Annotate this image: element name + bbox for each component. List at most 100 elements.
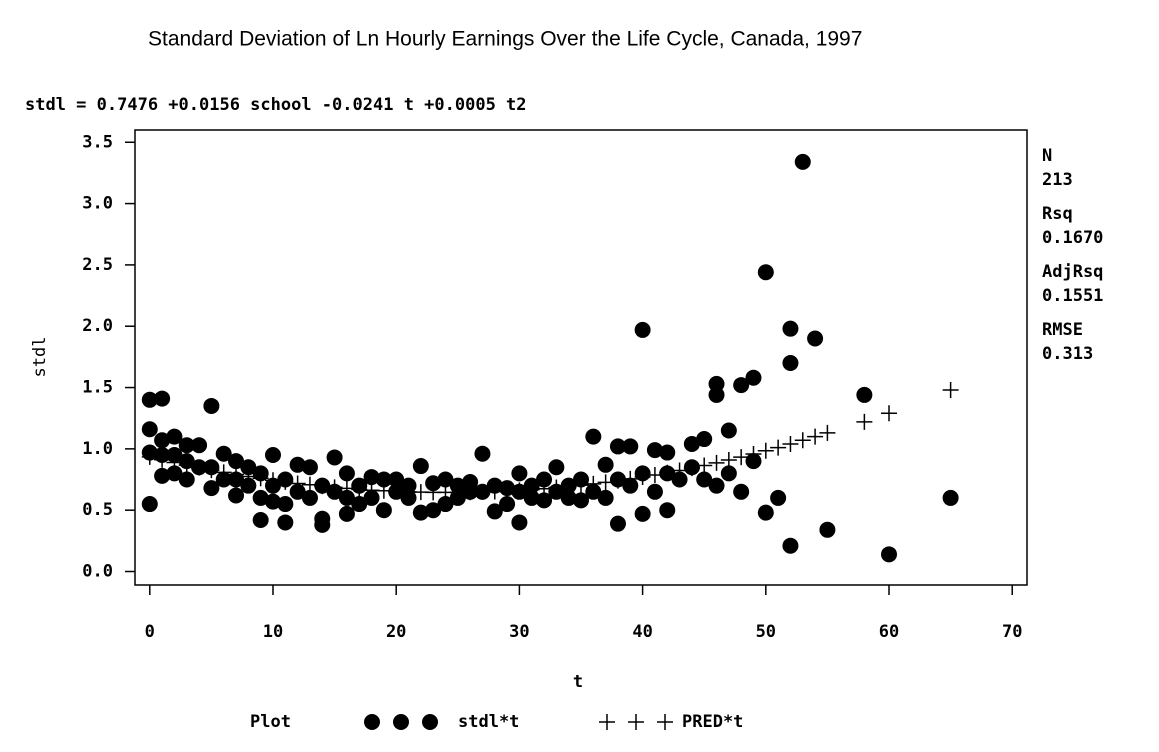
stat-name: AdjRsq xyxy=(1042,262,1103,282)
legend-symbol xyxy=(422,714,438,730)
point xyxy=(203,480,220,497)
point xyxy=(412,504,429,521)
x-tick-label: 70 xyxy=(1002,622,1022,642)
point xyxy=(770,489,787,506)
pred-point xyxy=(708,454,725,471)
point xyxy=(819,521,836,538)
stat-value: 0.1551 xyxy=(1042,286,1103,306)
point xyxy=(511,514,528,531)
point xyxy=(696,431,713,448)
legend-label: stdl*t xyxy=(458,712,519,732)
point xyxy=(141,391,158,408)
point xyxy=(696,471,713,488)
point xyxy=(154,390,171,407)
point xyxy=(782,537,799,554)
point xyxy=(881,546,898,563)
point xyxy=(757,504,774,521)
point xyxy=(708,375,725,392)
point xyxy=(573,492,589,509)
point xyxy=(683,435,700,452)
pred-point xyxy=(301,476,318,493)
pred-point xyxy=(733,449,750,466)
point xyxy=(708,386,725,403)
pred-point xyxy=(659,464,676,481)
point xyxy=(659,444,676,461)
pred-point xyxy=(240,468,257,485)
pred-point xyxy=(671,462,688,479)
point xyxy=(609,438,626,455)
legend-symbol xyxy=(393,714,409,730)
pred-point xyxy=(203,462,220,479)
pred-point xyxy=(856,413,873,430)
pred-point xyxy=(745,446,762,463)
point xyxy=(486,503,503,520)
pred-point xyxy=(252,470,269,487)
x-tick-label: 30 xyxy=(509,622,529,642)
pred-point xyxy=(683,460,700,477)
point xyxy=(338,489,355,506)
pred-point xyxy=(326,479,343,496)
point xyxy=(338,505,355,522)
y-tick-label: 2.5 xyxy=(82,255,113,275)
legend-symbol xyxy=(599,714,615,730)
pred-point xyxy=(289,475,306,492)
point xyxy=(511,465,528,482)
point xyxy=(646,442,663,459)
x-tick-label: 50 xyxy=(756,622,776,642)
x-tick-label: 10 xyxy=(263,622,283,642)
point xyxy=(782,355,799,372)
point xyxy=(437,496,454,513)
point xyxy=(720,422,737,439)
point xyxy=(646,483,663,500)
equation: stdl = 0.7476 +0.0156 school -0.0241 t +… xyxy=(25,95,527,115)
y-tick-label: 3.0 xyxy=(82,194,113,214)
point xyxy=(252,489,269,506)
pred-point xyxy=(228,466,245,483)
point xyxy=(326,449,343,466)
point xyxy=(277,514,294,531)
point xyxy=(733,377,750,394)
point xyxy=(782,320,799,337)
legend-symbol xyxy=(657,714,673,730)
point xyxy=(277,496,294,513)
pred-point xyxy=(215,464,232,481)
pred-point xyxy=(782,435,799,452)
pred-point xyxy=(264,472,281,489)
point xyxy=(585,428,602,445)
point xyxy=(141,496,158,513)
pred-point xyxy=(523,481,540,498)
point xyxy=(289,483,306,500)
pred-point xyxy=(277,473,294,490)
pred-point xyxy=(819,424,836,441)
y-axis-label: stdl xyxy=(30,337,50,378)
point xyxy=(154,432,171,449)
pred-point xyxy=(881,405,898,422)
point xyxy=(191,437,208,454)
point xyxy=(425,502,442,519)
y-tick-label: 0.5 xyxy=(82,500,113,520)
point xyxy=(240,459,257,476)
pred-point xyxy=(141,448,158,465)
point xyxy=(252,512,269,528)
point xyxy=(228,453,245,470)
pred-point xyxy=(338,480,355,497)
point xyxy=(166,428,183,445)
stat-name: Rsq xyxy=(1042,204,1073,224)
pred-point xyxy=(622,470,639,487)
point xyxy=(671,471,688,488)
point xyxy=(560,489,577,506)
x-tick-label: 60 xyxy=(879,622,899,642)
point xyxy=(154,467,171,484)
stat-name: N xyxy=(1042,146,1052,166)
point xyxy=(375,502,392,519)
point xyxy=(474,445,491,462)
point xyxy=(634,321,651,338)
pred-point xyxy=(757,442,774,459)
pred-point xyxy=(166,454,183,471)
pred-point xyxy=(807,428,824,445)
pred-point xyxy=(770,439,787,456)
pred-point xyxy=(573,477,589,494)
y-tick-label: 1.5 xyxy=(82,378,113,398)
point xyxy=(301,459,318,476)
point xyxy=(536,471,553,488)
